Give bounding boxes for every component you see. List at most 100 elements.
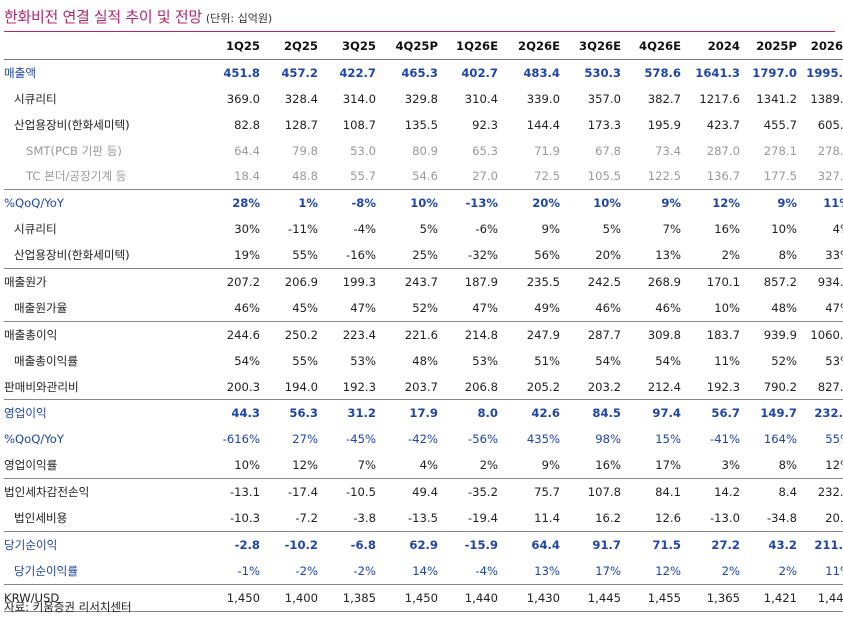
value-cell: 1,440	[442, 584, 502, 612]
value-cell: 8.4	[778, 485, 797, 500]
value-cell: -19.4	[442, 505, 502, 532]
table-row: 산업용장비(한화세미텍) 19% 55% -16% 25% -32% 56% 20% 13% 2%…	[4, 242, 843, 270]
financial-table: 1Q25 2Q25 3Q25 4Q25P 1Q26E 2Q26E 3Q26E 4…	[4, 33, 843, 612]
value-cell: 54%	[655, 353, 681, 368]
row-label: 법인세비용	[4, 505, 206, 532]
value-cell: 194.0	[264, 373, 322, 401]
value-cell: 51%	[534, 353, 560, 368]
col-header: 2Q25	[264, 33, 322, 60]
value-cell: 192.3	[322, 373, 380, 401]
value-cell: -13.5	[380, 505, 442, 532]
row-label: 당기순이익	[4, 537, 58, 552]
table-row: 매출총이익 244.6 250.2 223.4 221.6 214.8 247.9 287.7…	[4, 321, 843, 347]
value-cell: 144.4	[526, 117, 560, 132]
value-cell: 10%	[685, 294, 744, 322]
value-cell: 423.7	[706, 117, 740, 132]
value-cell: 235.5	[526, 274, 560, 289]
value-cell: 3%	[685, 452, 744, 480]
value-cell: -2%	[322, 557, 380, 585]
row-label: 매출총이익률	[14, 353, 78, 368]
value-cell: -7.2	[264, 505, 322, 532]
row-label: %QoQ/YoY	[4, 196, 64, 211]
value-cell: 183.7	[706, 327, 740, 342]
value-cell: 1,445	[564, 584, 625, 612]
value-cell: 55.7	[322, 163, 380, 191]
value-cell: 287.0	[706, 143, 740, 158]
value-cell: 108.7	[342, 117, 376, 132]
value-cell: 1641.3	[695, 65, 740, 80]
value-cell: 223.4	[342, 327, 376, 342]
value-cell: 30%	[234, 222, 260, 237]
value-cell: 8%	[744, 242, 801, 270]
value-cell: 97.4	[652, 406, 681, 421]
value-cell: 5%	[419, 222, 438, 237]
value-cell: 1,455	[625, 584, 685, 612]
row-label: 법인세차감전손익	[4, 485, 90, 500]
value-cell: 8.0	[477, 406, 498, 421]
value-cell: 56.7	[711, 406, 740, 421]
value-cell: 402.7	[461, 65, 498, 80]
value-cell: 164%	[763, 432, 797, 447]
value-cell: 422.7	[339, 65, 376, 80]
table-body: 매출액 451.8 457.2 422.7 465.3 402.7 483.4 530.3 57…	[4, 59, 843, 612]
value-cell: 268.9	[647, 274, 681, 289]
value-cell: 47%	[801, 294, 843, 322]
value-cell: 18.4	[206, 163, 264, 191]
value-cell: 214.8	[464, 327, 498, 342]
value-cell: 31.2	[347, 406, 376, 421]
value-cell: 1060.1	[810, 327, 843, 342]
title-rule	[4, 31, 835, 32]
value-cell: 44.3	[231, 406, 260, 421]
value-cell: 16.2	[564, 505, 625, 532]
table-row: 당기순이익률-1%-2%-2%14%-4%13%17%12%2%2%11%	[4, 557, 843, 585]
value-cell: 1,443	[801, 584, 843, 612]
value-cell: 203.2	[564, 373, 625, 401]
col-header: 3Q25	[322, 33, 380, 60]
value-cell: 232.4	[817, 485, 843, 500]
value-cell: 11%	[801, 557, 843, 585]
row-label: SMT(PCB 기판 등)	[26, 143, 122, 158]
value-cell: 206.9	[284, 274, 318, 289]
value-cell: 12%	[712, 196, 740, 211]
value-cell: 67.8	[595, 143, 621, 158]
value-cell: 4%	[380, 452, 442, 480]
value-cell: 48%	[744, 294, 801, 322]
value-cell: 98%	[595, 432, 621, 447]
value-cell: 64.4	[531, 537, 560, 552]
table-row: 영업이익 44.3 56.3 31.2 17.9 8.0 42.6 84.5 97.4 56.7 1…	[4, 400, 843, 426]
value-cell: 1,450	[380, 584, 442, 612]
col-header: 1Q25	[206, 33, 264, 60]
value-cell: 5%	[602, 222, 621, 237]
table-row: 법인세비용 -10.3 -7.2 -3.8 -13.5 -19.4 11.4 16.2 12.6…	[4, 505, 843, 532]
value-cell: 16%	[714, 222, 740, 237]
value-cell: 25%	[380, 242, 442, 270]
value-cell: 2%	[685, 242, 744, 270]
value-cell: 203.7	[380, 373, 442, 401]
value-cell: 12%	[625, 557, 685, 585]
value-cell: 195.9	[647, 117, 681, 132]
value-cell: 1,400	[264, 584, 322, 612]
value-cell: 71.9	[534, 143, 560, 158]
value-cell: 13%	[502, 557, 564, 585]
value-cell: 1389.0	[810, 91, 843, 106]
row-label: 영업이익	[4, 406, 47, 421]
value-cell: 1217.6	[699, 91, 740, 106]
value-cell: 455.7	[763, 117, 797, 132]
value-cell: 11%	[714, 353, 740, 368]
value-cell: 20%	[564, 242, 625, 270]
value-cell: 46%	[564, 294, 625, 322]
table-row: TC 본더/공장기계 등 18.4 48.8 55.7 54.6 27.0 72.5 105.…	[4, 163, 843, 191]
value-cell: 56%	[502, 242, 564, 270]
value-cell: 170.1	[706, 274, 740, 289]
value-cell: 47%	[322, 294, 380, 322]
unit-label: (단위: 십억원)	[205, 12, 273, 25]
value-cell: 16%	[564, 452, 625, 480]
value-cell: 54%	[595, 353, 621, 368]
row-label: TC 본더/공장기계 등	[4, 163, 206, 191]
value-cell: 1,450	[206, 584, 264, 612]
value-cell: 278.1	[763, 143, 797, 158]
value-cell: -10.3	[206, 505, 264, 532]
value-cell: 19%	[206, 242, 264, 270]
value-cell: 211.7	[814, 537, 843, 552]
value-cell: 339.0	[526, 91, 560, 106]
